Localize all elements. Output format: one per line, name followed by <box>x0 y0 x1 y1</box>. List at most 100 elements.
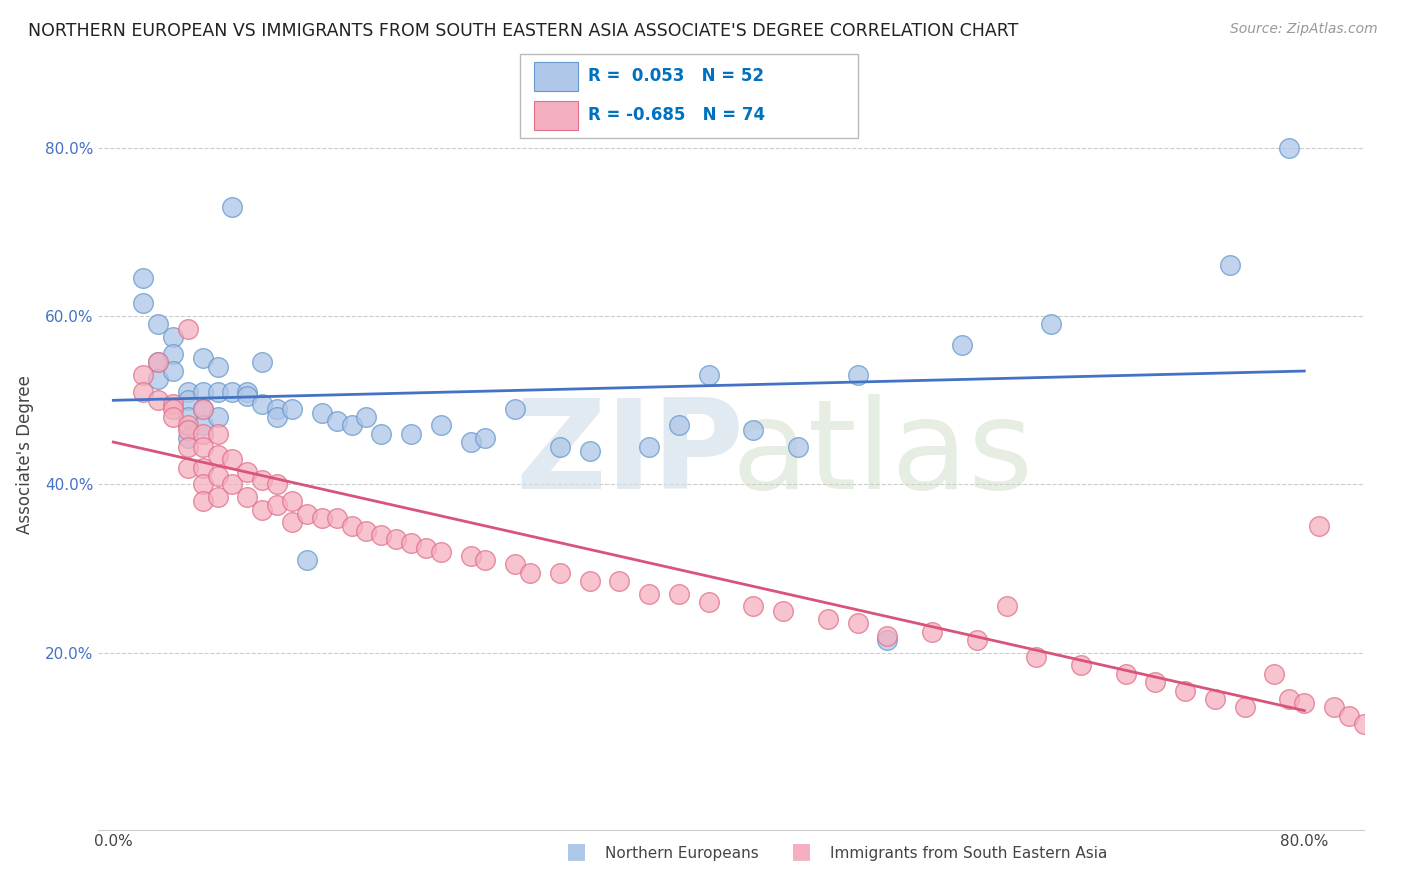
Point <box>207 490 229 504</box>
Point <box>1025 650 1047 665</box>
FancyBboxPatch shape <box>520 54 858 138</box>
Point <box>1233 700 1256 714</box>
Point <box>846 616 869 631</box>
Text: Immigrants from South Eastern Asia: Immigrants from South Eastern Asia <box>830 846 1107 861</box>
Point <box>876 633 898 648</box>
Point <box>177 431 200 445</box>
Point <box>356 524 378 538</box>
Point <box>177 440 200 454</box>
Point <box>474 553 496 567</box>
Point <box>162 410 184 425</box>
Point <box>519 566 541 580</box>
Point <box>250 397 273 411</box>
Point <box>281 494 304 508</box>
Point <box>132 271 155 285</box>
Point <box>295 507 318 521</box>
Point <box>1294 696 1316 710</box>
Bar <box>534 101 578 130</box>
Point <box>177 321 200 335</box>
Point <box>236 389 259 403</box>
Point <box>146 393 169 408</box>
Point <box>697 595 720 609</box>
Point <box>221 477 243 491</box>
Point <box>846 368 869 382</box>
Point <box>191 401 214 416</box>
Point <box>162 330 184 344</box>
Point <box>1323 700 1346 714</box>
Point <box>356 410 378 425</box>
Point <box>177 384 200 399</box>
Point <box>399 426 422 441</box>
Point <box>207 410 229 425</box>
Point <box>340 519 363 533</box>
Text: Northern Europeans: Northern Europeans <box>605 846 758 861</box>
Point <box>191 477 214 491</box>
Point <box>221 200 243 214</box>
Point <box>548 566 571 580</box>
Point <box>177 418 200 433</box>
Point <box>191 426 214 441</box>
Point <box>266 410 288 425</box>
Point <box>578 443 600 458</box>
Point <box>250 355 273 369</box>
Point <box>146 372 169 386</box>
Point <box>385 532 408 546</box>
Point <box>207 448 229 462</box>
Point <box>146 355 169 369</box>
Point <box>966 633 988 648</box>
Point <box>191 401 214 416</box>
Point <box>221 452 243 467</box>
Point <box>1278 141 1301 155</box>
Point <box>132 296 155 310</box>
Point <box>370 426 392 441</box>
Text: NORTHERN EUROPEAN VS IMMIGRANTS FROM SOUTH EASTERN ASIA ASSOCIATE'S DEGREE CORRE: NORTHERN EUROPEAN VS IMMIGRANTS FROM SOU… <box>28 22 1018 40</box>
Text: ■: ■ <box>792 841 811 861</box>
Point <box>207 384 229 399</box>
Point <box>191 418 214 433</box>
Text: Source: ZipAtlas.com: Source: ZipAtlas.com <box>1230 22 1378 37</box>
Point <box>162 401 184 416</box>
Point <box>1174 683 1197 698</box>
Point <box>817 612 839 626</box>
Point <box>1070 658 1092 673</box>
Point <box>162 364 184 378</box>
Point <box>668 418 690 433</box>
Point <box>460 435 482 450</box>
Point <box>311 406 333 420</box>
Point <box>742 599 765 614</box>
Point <box>191 384 214 399</box>
Point <box>415 541 437 555</box>
Point <box>132 384 155 399</box>
Point <box>236 465 259 479</box>
Text: ZIP: ZIP <box>516 394 744 516</box>
Point <box>787 440 810 454</box>
Point <box>250 502 273 516</box>
Point <box>162 397 184 411</box>
Bar <box>534 62 578 91</box>
Point <box>430 418 453 433</box>
Point <box>266 499 288 513</box>
Point <box>1278 692 1301 706</box>
Point <box>876 629 898 643</box>
Point <box>207 469 229 483</box>
Point <box>177 393 200 408</box>
Point <box>370 528 392 542</box>
Point <box>207 426 229 441</box>
Point <box>132 368 155 382</box>
Point <box>311 511 333 525</box>
Point <box>177 460 200 475</box>
Point <box>236 384 259 399</box>
Point <box>921 624 943 639</box>
Point <box>325 414 347 428</box>
Point <box>638 587 661 601</box>
Point <box>697 368 720 382</box>
Point <box>1308 519 1330 533</box>
Point <box>177 423 200 437</box>
Point <box>474 431 496 445</box>
Point <box>399 536 422 550</box>
Text: R =  0.053   N = 52: R = 0.053 N = 52 <box>588 68 763 86</box>
Point <box>772 604 794 618</box>
Point <box>1204 692 1226 706</box>
Point <box>281 516 304 530</box>
Point <box>325 511 347 525</box>
